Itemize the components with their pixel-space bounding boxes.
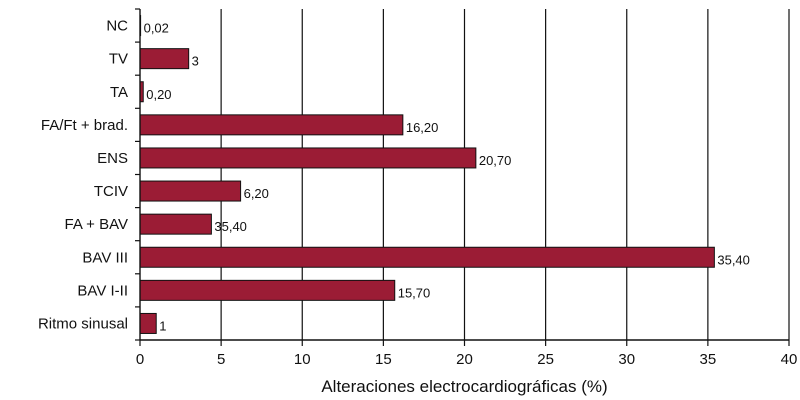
x-tick-label: 40 <box>781 351 798 368</box>
x-tick-label: 30 <box>618 351 635 368</box>
x-tick-label: 20 <box>456 351 473 368</box>
category-label: TA <box>110 84 128 101</box>
x-tick-label: 15 <box>375 351 392 368</box>
category-label: ENS <box>97 150 128 167</box>
data-label: 1 <box>159 318 166 333</box>
x-tick-label: 35 <box>700 351 717 368</box>
data-label: 20,70 <box>479 153 512 168</box>
category-label: NC <box>106 18 128 35</box>
data-label: 3 <box>192 54 199 69</box>
category-label: Ritmo sinusal <box>38 315 128 332</box>
data-label: 35,40 <box>717 252 750 267</box>
category-label: BAV I-II <box>77 282 128 299</box>
x-tick-label: 10 <box>294 351 311 368</box>
x-tick-label: 25 <box>537 351 554 368</box>
data-label: 0,20 <box>146 87 171 102</box>
bar <box>139 279 396 301</box>
bar <box>139 147 477 169</box>
x-tick-label: 5 <box>217 351 225 368</box>
bar <box>139 114 404 136</box>
bar <box>139 312 157 334</box>
data-label: 35,40 <box>214 219 247 234</box>
bar <box>139 180 242 202</box>
axes <box>135 8 790 346</box>
data-label: 15,70 <box>398 285 431 300</box>
bar <box>139 48 190 70</box>
bar <box>139 246 715 268</box>
labels: 0 5 10 15 20 25 30 35 40 NC 0,02 TV 3 TA 0,20 FA/Ft + b… <box>38 18 797 368</box>
data-label: 6,20 <box>244 186 269 201</box>
category-label: TV <box>109 51 128 68</box>
grid-lines <box>220 9 790 340</box>
bar <box>139 213 212 235</box>
category-label: FA/Ft + brad. <box>41 117 128 134</box>
category-label: TCIV <box>94 183 128 200</box>
category-label: BAV III <box>82 249 128 266</box>
x-axis-title: Alteraciones electrocardiográficas (%) <box>321 377 607 396</box>
bars <box>139 15 715 334</box>
x-tick-label: 0 <box>136 351 144 368</box>
category-label: FA + BAV <box>64 216 128 233</box>
data-label: 0,02 <box>144 21 169 36</box>
data-label: 16,20 <box>406 120 439 135</box>
